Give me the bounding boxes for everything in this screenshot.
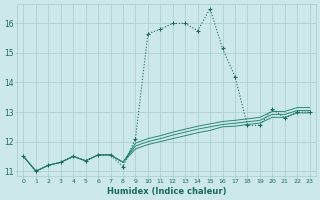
X-axis label: Humidex (Indice chaleur): Humidex (Indice chaleur) — [107, 187, 226, 196]
